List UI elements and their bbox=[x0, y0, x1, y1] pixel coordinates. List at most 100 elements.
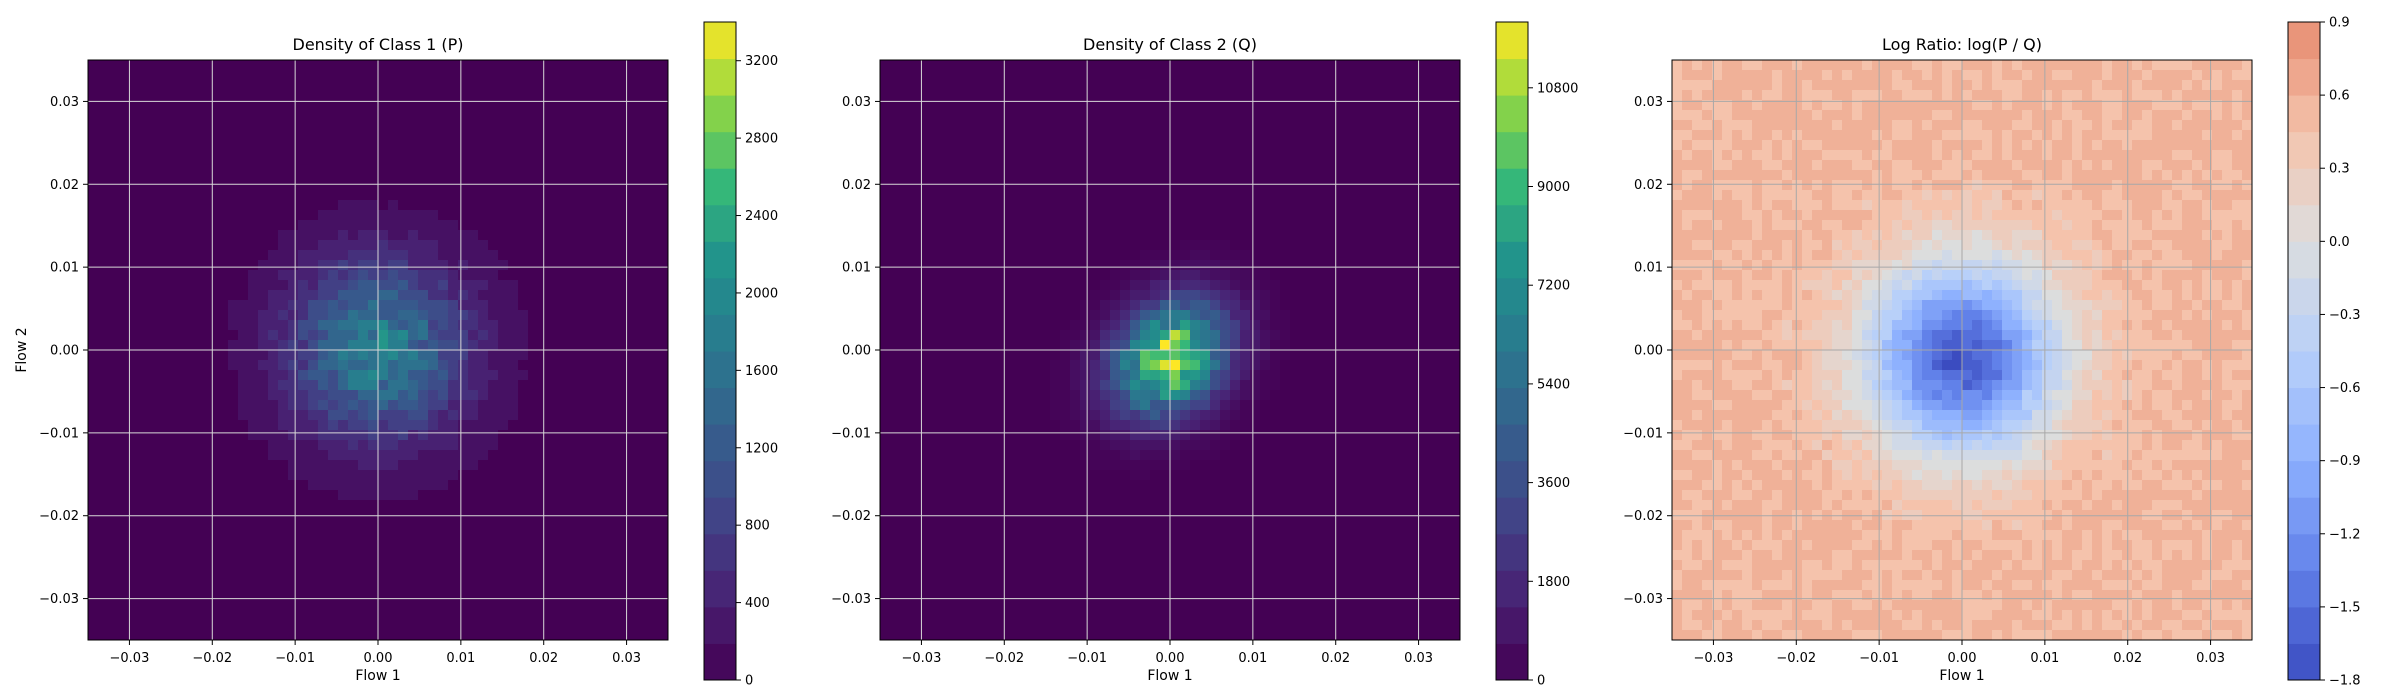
heatmap-cell bbox=[378, 520, 389, 531]
heatmap-cell bbox=[308, 190, 319, 201]
heatmap-cell bbox=[158, 300, 169, 311]
heatmap-cell bbox=[568, 280, 579, 291]
heatmap-cell bbox=[358, 270, 369, 281]
heatmap-cell bbox=[618, 140, 629, 151]
heatmap-cell bbox=[900, 120, 911, 131]
heatmap-cell bbox=[1070, 150, 1081, 161]
heatmap-cell bbox=[638, 420, 649, 431]
heatmap-cell bbox=[128, 390, 139, 401]
heatmap-cell bbox=[1030, 280, 1041, 291]
heatmap-cell bbox=[658, 170, 668, 181]
heatmap-cell bbox=[378, 410, 389, 421]
heatmap-cell bbox=[218, 460, 229, 471]
heatmap-cell bbox=[980, 360, 991, 371]
heatmap-cell bbox=[980, 200, 991, 211]
heatmap-cell bbox=[88, 450, 99, 461]
heatmap-cell bbox=[248, 520, 259, 531]
heatmap-cell bbox=[578, 460, 589, 471]
heatmap-cell bbox=[568, 380, 579, 391]
heatmap-cell bbox=[248, 410, 259, 421]
heatmap-cell bbox=[638, 290, 649, 301]
heatmap-cell bbox=[88, 350, 99, 361]
heatmap-cell bbox=[438, 90, 449, 101]
heatmap-cell bbox=[248, 380, 259, 391]
heatmap-cell bbox=[568, 160, 579, 171]
heatmap-cell bbox=[408, 80, 419, 91]
heatmap-cell bbox=[398, 240, 409, 251]
heatmap-cell bbox=[618, 390, 629, 401]
heatmap-cell bbox=[338, 140, 349, 151]
heatmap-cell bbox=[248, 500, 259, 511]
heatmap-cell bbox=[950, 450, 961, 461]
x-tick-label: 0.00 bbox=[364, 651, 393, 666]
heatmap-cell bbox=[238, 60, 249, 71]
heatmap-cell bbox=[990, 400, 1001, 411]
heatmap-cell bbox=[628, 90, 639, 101]
heatmap-cell bbox=[338, 250, 349, 261]
heatmap-cell bbox=[368, 150, 379, 161]
heatmap-cell bbox=[970, 280, 981, 291]
heatmap-cell bbox=[1090, 70, 1101, 81]
heatmap-cell bbox=[980, 450, 991, 461]
heatmap-cell bbox=[238, 140, 249, 151]
heatmap-cell bbox=[920, 210, 931, 221]
heatmap-cell bbox=[348, 160, 359, 171]
heatmap-cell bbox=[1060, 610, 1071, 621]
heatmap-cell bbox=[478, 210, 489, 221]
heatmap-cell bbox=[1120, 440, 1131, 451]
heatmap-cell bbox=[288, 380, 299, 391]
heatmap-cell bbox=[128, 200, 139, 211]
heatmap-cell bbox=[1050, 430, 1061, 441]
heatmap-cell bbox=[1070, 430, 1081, 441]
heatmap-cell bbox=[398, 100, 409, 111]
heatmap-cell bbox=[378, 490, 389, 501]
heatmap-cell bbox=[318, 300, 329, 311]
heatmap-cell bbox=[308, 350, 319, 361]
heatmap-cell bbox=[588, 120, 599, 131]
heatmap-cell bbox=[118, 460, 129, 471]
heatmap-cell bbox=[158, 340, 169, 351]
heatmap-cell bbox=[568, 470, 579, 481]
heatmap-cell bbox=[890, 210, 901, 221]
heatmap-cell bbox=[188, 390, 199, 401]
heatmap-cell bbox=[1110, 190, 1121, 201]
heatmap-cell bbox=[98, 410, 109, 421]
heatmap-cell bbox=[388, 360, 399, 371]
heatmap-cell bbox=[950, 60, 961, 71]
heatmap-cell bbox=[338, 590, 349, 601]
heatmap-cell bbox=[368, 360, 379, 371]
heatmap-cell bbox=[1080, 440, 1091, 451]
heatmap-cell bbox=[568, 140, 579, 151]
heatmap-cell bbox=[318, 340, 329, 351]
heatmap-cell bbox=[1060, 60, 1071, 71]
heatmap-cell bbox=[138, 520, 149, 531]
heatmap-cell bbox=[558, 590, 569, 601]
heatmap-cell bbox=[608, 310, 619, 321]
heatmap-cell bbox=[960, 500, 971, 511]
heatmap-cell bbox=[258, 420, 269, 431]
heatmap-cell bbox=[448, 140, 459, 151]
heatmap-cell bbox=[488, 630, 499, 640]
heatmap-cell bbox=[158, 170, 169, 181]
heatmap-cell bbox=[138, 450, 149, 461]
heatmap-cell bbox=[980, 230, 991, 241]
heatmap-cell bbox=[328, 300, 339, 311]
heatmap-cell bbox=[628, 530, 639, 541]
heatmap-cell bbox=[1130, 240, 1141, 251]
heatmap-cell bbox=[448, 230, 459, 241]
heatmap-cell bbox=[648, 290, 659, 301]
heatmap-cell bbox=[1060, 70, 1071, 81]
heatmap-cell bbox=[198, 550, 209, 561]
heatmap-cell bbox=[1080, 620, 1091, 631]
heatmap-cell bbox=[328, 250, 339, 261]
heatmap-cell bbox=[228, 100, 239, 111]
heatmap-cell bbox=[478, 130, 489, 141]
heatmap-cell bbox=[1050, 390, 1061, 401]
heatmap-cell bbox=[278, 180, 289, 191]
heatmap-cell bbox=[108, 440, 119, 451]
heatmap-cell bbox=[158, 150, 169, 161]
heatmap-cell bbox=[258, 230, 269, 241]
heatmap-cell bbox=[308, 130, 319, 141]
heatmap-cell bbox=[1040, 350, 1051, 361]
heatmap-cell bbox=[138, 210, 149, 221]
